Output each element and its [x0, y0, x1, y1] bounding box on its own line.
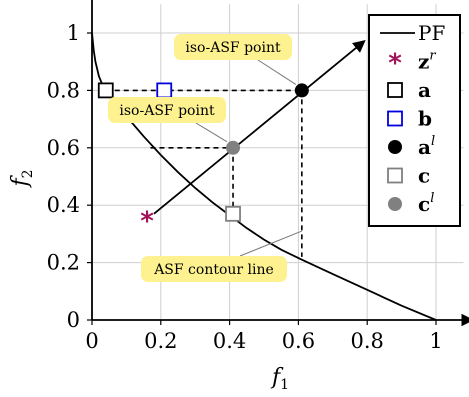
- legend-swatch-al: [388, 140, 402, 154]
- legend-label-b: b: [418, 107, 432, 131]
- marker-al: [294, 83, 309, 98]
- x-axis-label: f1: [270, 365, 289, 393]
- legend-label-cl: cl: [418, 191, 434, 216]
- legend-swatch-c: [387, 167, 403, 184]
- marker-c: [225, 205, 241, 222]
- series-lines: [91, 32, 437, 321]
- callout-box: [174, 34, 292, 60]
- callout-leader: [257, 59, 297, 85]
- svg-text:f1: f1: [270, 365, 289, 393]
- annotations: iso-ASF point iso-ASF point ASF contour li…: [108, 34, 303, 282]
- callout-text: ASF contour line: [153, 262, 274, 278]
- y-tick-label: 0.6: [47, 136, 80, 160]
- x-tick-label: 0.4: [213, 329, 246, 353]
- legend-frame: [368, 14, 461, 227]
- iso-asf-arrow: [153, 40, 366, 215]
- marker-b: [156, 82, 173, 99]
- marker-zr: *: [140, 207, 154, 237]
- axes: [85, 0, 469, 327]
- x-tick-label: 0.8: [350, 329, 383, 353]
- dashed-guides: [105, 89, 303, 257]
- legend-label-zr: zr: [418, 49, 436, 74]
- x-tick-label: 0.6: [282, 329, 315, 353]
- legend-label-pf: PF: [418, 21, 445, 45]
- svg-text:f2: f2: [8, 169, 36, 188]
- x-tick-label: 1: [429, 329, 442, 353]
- legend-swatch-zr: *: [388, 49, 402, 79]
- legend: PF * zr ab al c cl: [368, 14, 461, 227]
- y-tick-label: 0: [67, 308, 80, 332]
- marker-a: [97, 82, 114, 99]
- legend-label-c: c: [418, 164, 430, 188]
- callout-text: iso-ASF point: [185, 40, 281, 56]
- callout-text: iso-ASF point: [119, 103, 215, 119]
- legend-swatch-cl: [388, 197, 402, 211]
- callout-box: [108, 97, 226, 123]
- callout-leader: [195, 122, 228, 143]
- y-tick-label: 0.4: [47, 193, 80, 217]
- y-tick-label: 1: [67, 21, 80, 45]
- y-tick-label: 0.8: [47, 78, 80, 102]
- legend-label-al: al: [418, 134, 435, 159]
- legend-label-a: a: [418, 78, 431, 102]
- y-tick-label: 0.2: [47, 251, 80, 275]
- data-markers: *: [97, 82, 309, 237]
- x-tick-label: 0: [85, 329, 98, 353]
- y-axis-label: f2: [8, 169, 36, 188]
- pareto-front-curve: [91, 32, 437, 321]
- callout-box: [141, 256, 287, 282]
- legend-swatch-a: [387, 82, 403, 98]
- tick-labels: 0 0.2 0.4 0.6 0.8 1 0 0.2 0.4 0.6 0.8 1: [47, 21, 443, 353]
- callout-leader: [239, 230, 303, 257]
- legend-swatch-b: [387, 110, 403, 127]
- x-tick-label: 0.2: [144, 329, 177, 353]
- marker-cl: [226, 140, 241, 155]
